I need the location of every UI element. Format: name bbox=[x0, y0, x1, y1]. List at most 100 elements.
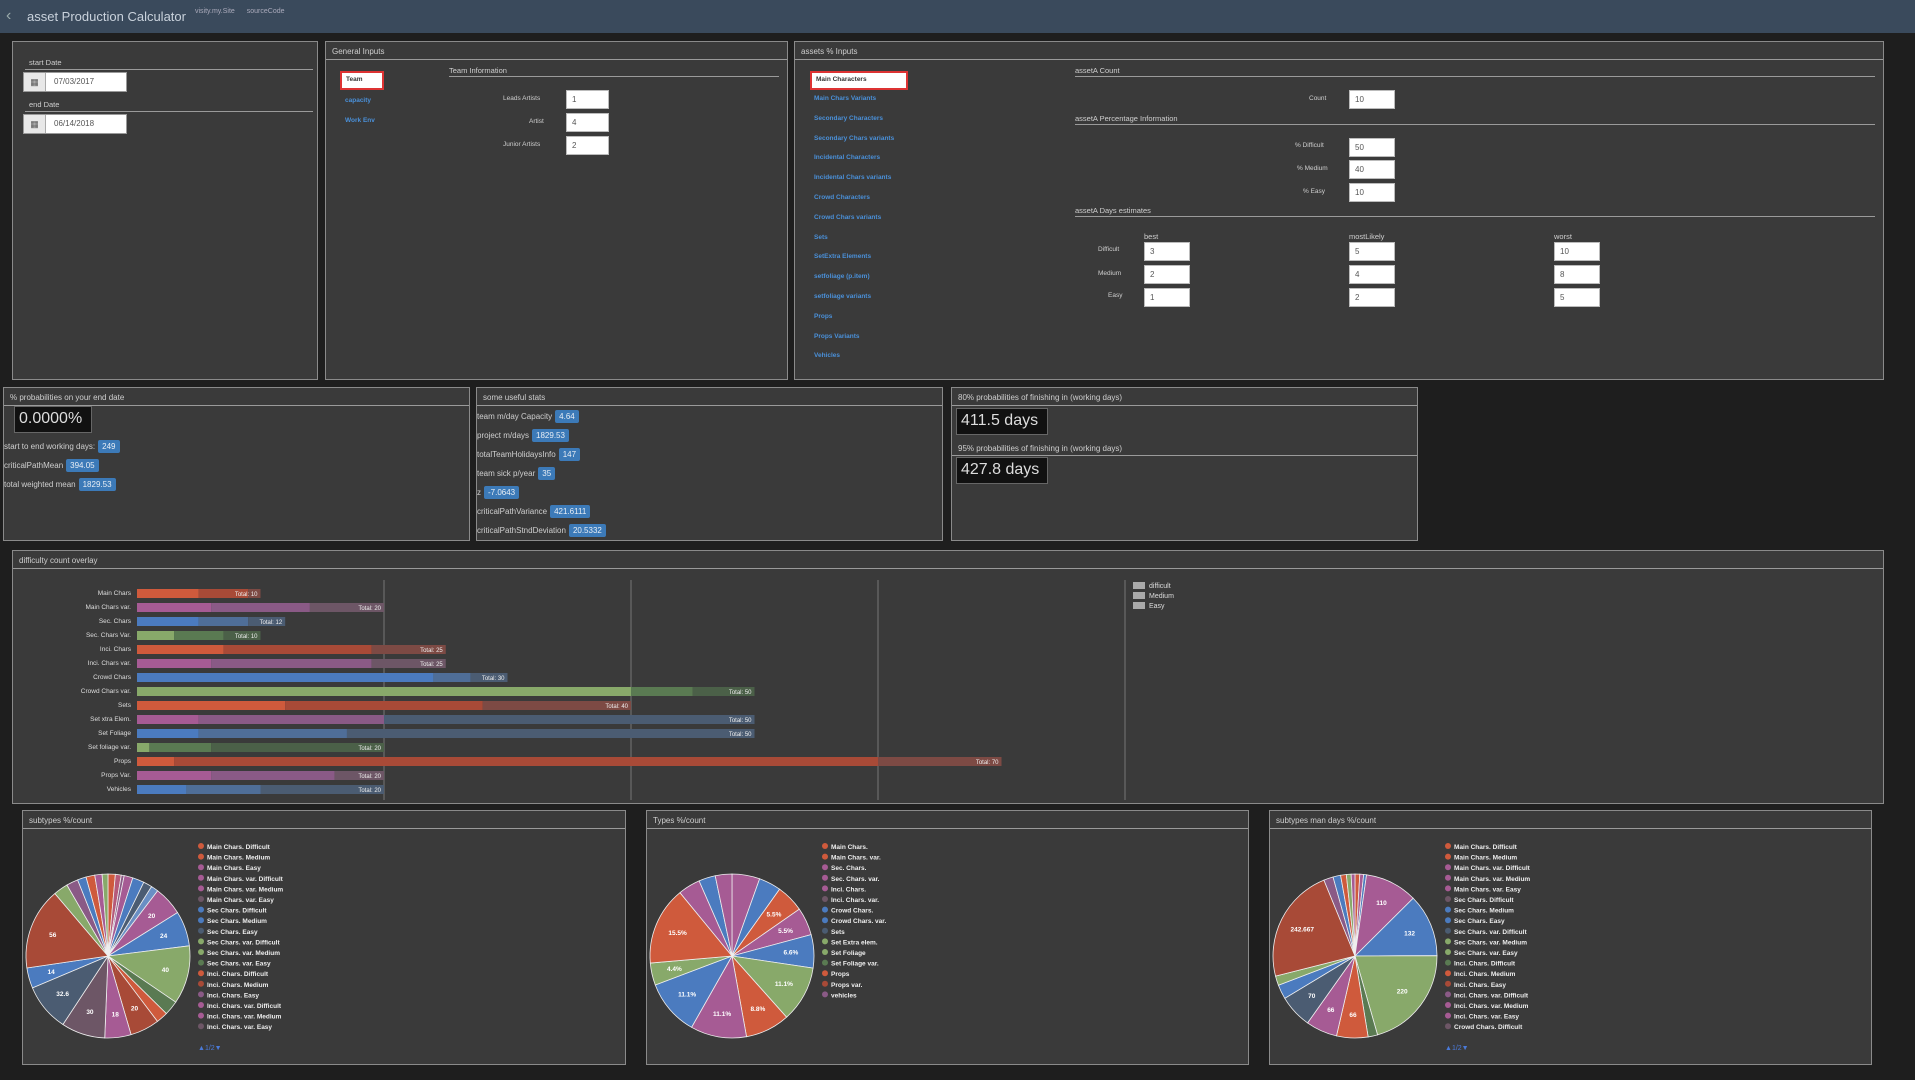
pct-difficult-input[interactable]: 50 bbox=[1349, 138, 1395, 157]
bar-difficult[interactable] bbox=[137, 659, 212, 668]
bar-difficult[interactable] bbox=[137, 631, 175, 640]
bar-difficult[interactable] bbox=[137, 743, 150, 752]
bar-easy[interactable] bbox=[211, 743, 384, 752]
bar-easy[interactable] bbox=[334, 771, 384, 780]
asset-nav-item[interactable]: Incidental Chars variants bbox=[814, 174, 892, 182]
legend-label[interactable]: Inci. Chars. var. Difficult bbox=[1454, 992, 1529, 999]
pie-slice[interactable] bbox=[1272, 879, 1356, 977]
asset-nav-item[interactable]: Props bbox=[814, 312, 833, 320]
asset-nav-item[interactable]: setfoliage (p.item) bbox=[814, 273, 870, 281]
legend-label[interactable]: Inci. Chars. var. bbox=[831, 897, 879, 904]
legend-label[interactable]: Sec Chars. var. Medium bbox=[207, 950, 280, 957]
legend-label[interactable]: Props bbox=[831, 971, 850, 978]
days-input[interactable]: 2 bbox=[1349, 288, 1395, 307]
days-input[interactable]: 5 bbox=[1349, 242, 1395, 261]
leads-artists-input[interactable]: 1 bbox=[566, 90, 609, 109]
legend-label[interactable]: Sec. Chars. var. bbox=[831, 876, 880, 883]
legend-label[interactable]: Sec Chars. var. Easy bbox=[207, 961, 271, 968]
legend-label[interactable]: Sec Chars. var. Medium bbox=[1454, 939, 1527, 946]
legend-label[interactable]: Sec Chars. Easy bbox=[207, 929, 258, 936]
legend-label[interactable]: Main Chars. Medium bbox=[207, 855, 270, 862]
bar-difficult[interactable] bbox=[137, 729, 199, 738]
pie-slice[interactable] bbox=[714, 873, 733, 957]
legend-label[interactable]: Sec Chars. var. Difficult bbox=[1454, 929, 1527, 936]
bar-difficult[interactable] bbox=[137, 645, 224, 654]
asset-nav-item[interactable]: Secondary Chars variants bbox=[814, 134, 895, 142]
bar-medium[interactable] bbox=[223, 645, 372, 654]
pie-slice[interactable] bbox=[25, 892, 109, 969]
pie-slice[interactable] bbox=[1350, 873, 1356, 957]
nav-main-characters[interactable]: Main Characters bbox=[810, 71, 908, 90]
bar-difficult[interactable] bbox=[137, 673, 434, 682]
pie-slice[interactable] bbox=[1354, 955, 1438, 1036]
legend-pager[interactable]: ▲1/2▼ bbox=[1445, 1045, 1469, 1052]
bar-easy[interactable] bbox=[482, 701, 631, 710]
bar-difficult[interactable] bbox=[137, 617, 199, 626]
bar-easy[interactable] bbox=[371, 659, 446, 668]
bar-medium[interactable] bbox=[211, 659, 372, 668]
bar-easy[interactable] bbox=[223, 631, 261, 640]
junior-artists-input[interactable]: 2 bbox=[566, 136, 609, 155]
bar-medium[interactable] bbox=[211, 771, 335, 780]
legend-label[interactable]: Inci. Chars. Medium bbox=[207, 982, 269, 989]
asset-nav-item[interactable]: Crowd Characters bbox=[814, 194, 870, 201]
bar-medium[interactable] bbox=[174, 757, 879, 766]
nav-work-env[interactable]: Work Env bbox=[345, 117, 375, 124]
legend-label[interactable]: Main Chars. Medium bbox=[1454, 855, 1517, 862]
start-date-field[interactable]: ▦ 07/03/2017 bbox=[23, 72, 127, 92]
bar-easy[interactable] bbox=[878, 757, 1002, 766]
bar-difficult[interactable] bbox=[137, 701, 286, 710]
link-visit-site[interactable]: visity.my.Site bbox=[195, 8, 235, 15]
bar-medium[interactable] bbox=[186, 785, 261, 794]
artist-input[interactable]: 4 bbox=[566, 113, 609, 132]
legend-label[interactable]: Inci. Chars. Difficult bbox=[207, 971, 269, 978]
days-input[interactable]: 1 bbox=[1144, 288, 1190, 307]
legend-label[interactable]: Set Foliage bbox=[831, 950, 866, 957]
legend-label[interactable]: Inci. Chars. bbox=[831, 886, 866, 893]
legend-label[interactable]: Crowd Chars. Difficult bbox=[1454, 1024, 1523, 1031]
legend-label[interactable]: Inci. Chars. var. Easy bbox=[207, 1024, 272, 1031]
pct-medium-input[interactable]: 40 bbox=[1349, 160, 1395, 179]
legend-label[interactable]: Sec Chars. Difficult bbox=[1454, 897, 1514, 904]
legend-label[interactable]: Sec Chars. var. Difficult bbox=[207, 939, 280, 946]
link-source-code[interactable]: sourceCode bbox=[246, 8, 285, 15]
days-input[interactable]: 8 bbox=[1554, 265, 1600, 284]
bar-difficult[interactable] bbox=[137, 785, 187, 794]
calendar-icon[interactable]: ▦ bbox=[24, 73, 46, 91]
days-input[interactable]: 10 bbox=[1554, 242, 1600, 261]
bar-medium[interactable] bbox=[433, 673, 471, 682]
asset-nav-item[interactable]: Main Chars Variants bbox=[814, 95, 877, 102]
asset-nav-item[interactable]: Props Variants bbox=[814, 332, 860, 340]
legend-label[interactable]: Sec Chars. var. Easy bbox=[1454, 950, 1518, 957]
asset-nav-item[interactable]: Incidental Characters bbox=[814, 154, 881, 162]
legend-label[interactable]: Set Extra elem. bbox=[831, 939, 878, 946]
legend-label[interactable]: Main Chars. Easy bbox=[207, 865, 261, 872]
bar-medium[interactable] bbox=[631, 687, 693, 696]
bar-medium[interactable] bbox=[198, 589, 249, 598]
legend-label[interactable]: Inci. Chars. Medium bbox=[1454, 971, 1516, 978]
legend-label[interactable]: vehicles bbox=[831, 992, 857, 999]
bar-medium[interactable] bbox=[285, 701, 483, 710]
days-input[interactable]: 5 bbox=[1554, 288, 1600, 307]
asset-nav-item[interactable]: SetExtra Elements bbox=[814, 253, 872, 261]
days-input[interactable]: 4 bbox=[1349, 265, 1395, 284]
bar-easy[interactable] bbox=[371, 645, 446, 654]
legend-label[interactable]: Crowd Chars. var. bbox=[831, 918, 886, 925]
count-input[interactable]: 10 bbox=[1349, 90, 1395, 109]
legend-label[interactable]: Main Chars. Difficult bbox=[207, 844, 271, 851]
bar-easy[interactable] bbox=[692, 687, 755, 696]
legend-label[interactable]: Sec Chars. Medium bbox=[1454, 908, 1514, 915]
bar-difficult[interactable] bbox=[137, 687, 631, 696]
bar-easy[interactable] bbox=[309, 603, 384, 612]
bar-medium[interactable] bbox=[198, 715, 384, 724]
asset-nav-item[interactable]: Crowd Chars variants bbox=[814, 213, 882, 221]
days-input[interactable]: 2 bbox=[1144, 265, 1190, 284]
pct-easy-input[interactable]: 10 bbox=[1349, 183, 1395, 202]
legend-pager[interactable]: ▲1/2▼ bbox=[198, 1045, 222, 1052]
legend-label[interactable]: Main Chars. var. bbox=[831, 855, 881, 862]
bar-easy[interactable] bbox=[248, 589, 261, 598]
bar-easy[interactable] bbox=[260, 785, 385, 794]
legend-label[interactable]: Main Chars. Difficult bbox=[1454, 844, 1518, 851]
bar-easy[interactable] bbox=[384, 715, 755, 724]
legend-label[interactable]: Inci. Chars. var. Medium bbox=[207, 1014, 282, 1021]
